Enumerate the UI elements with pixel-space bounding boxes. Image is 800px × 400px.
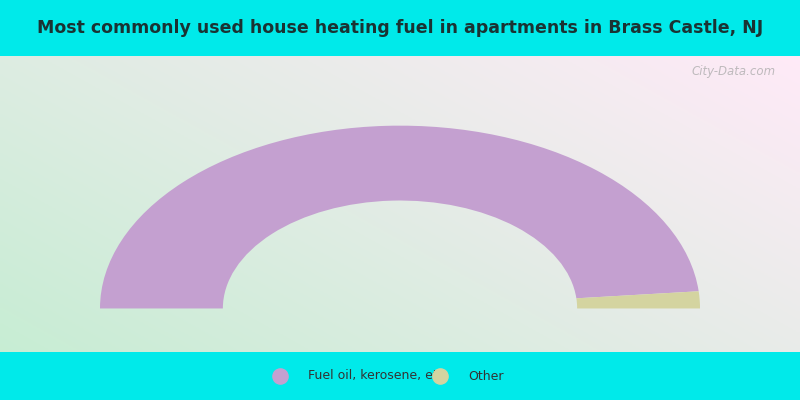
Wedge shape [100,126,698,308]
Text: Most commonly used house heating fuel in apartments in Brass Castle, NJ: Most commonly used house heating fuel in… [37,19,763,37]
Text: Fuel oil, kerosene, etc.: Fuel oil, kerosene, etc. [308,370,449,382]
Text: City-Data.com: City-Data.com [692,65,776,78]
Wedge shape [576,291,700,308]
Text: Other: Other [468,370,503,382]
